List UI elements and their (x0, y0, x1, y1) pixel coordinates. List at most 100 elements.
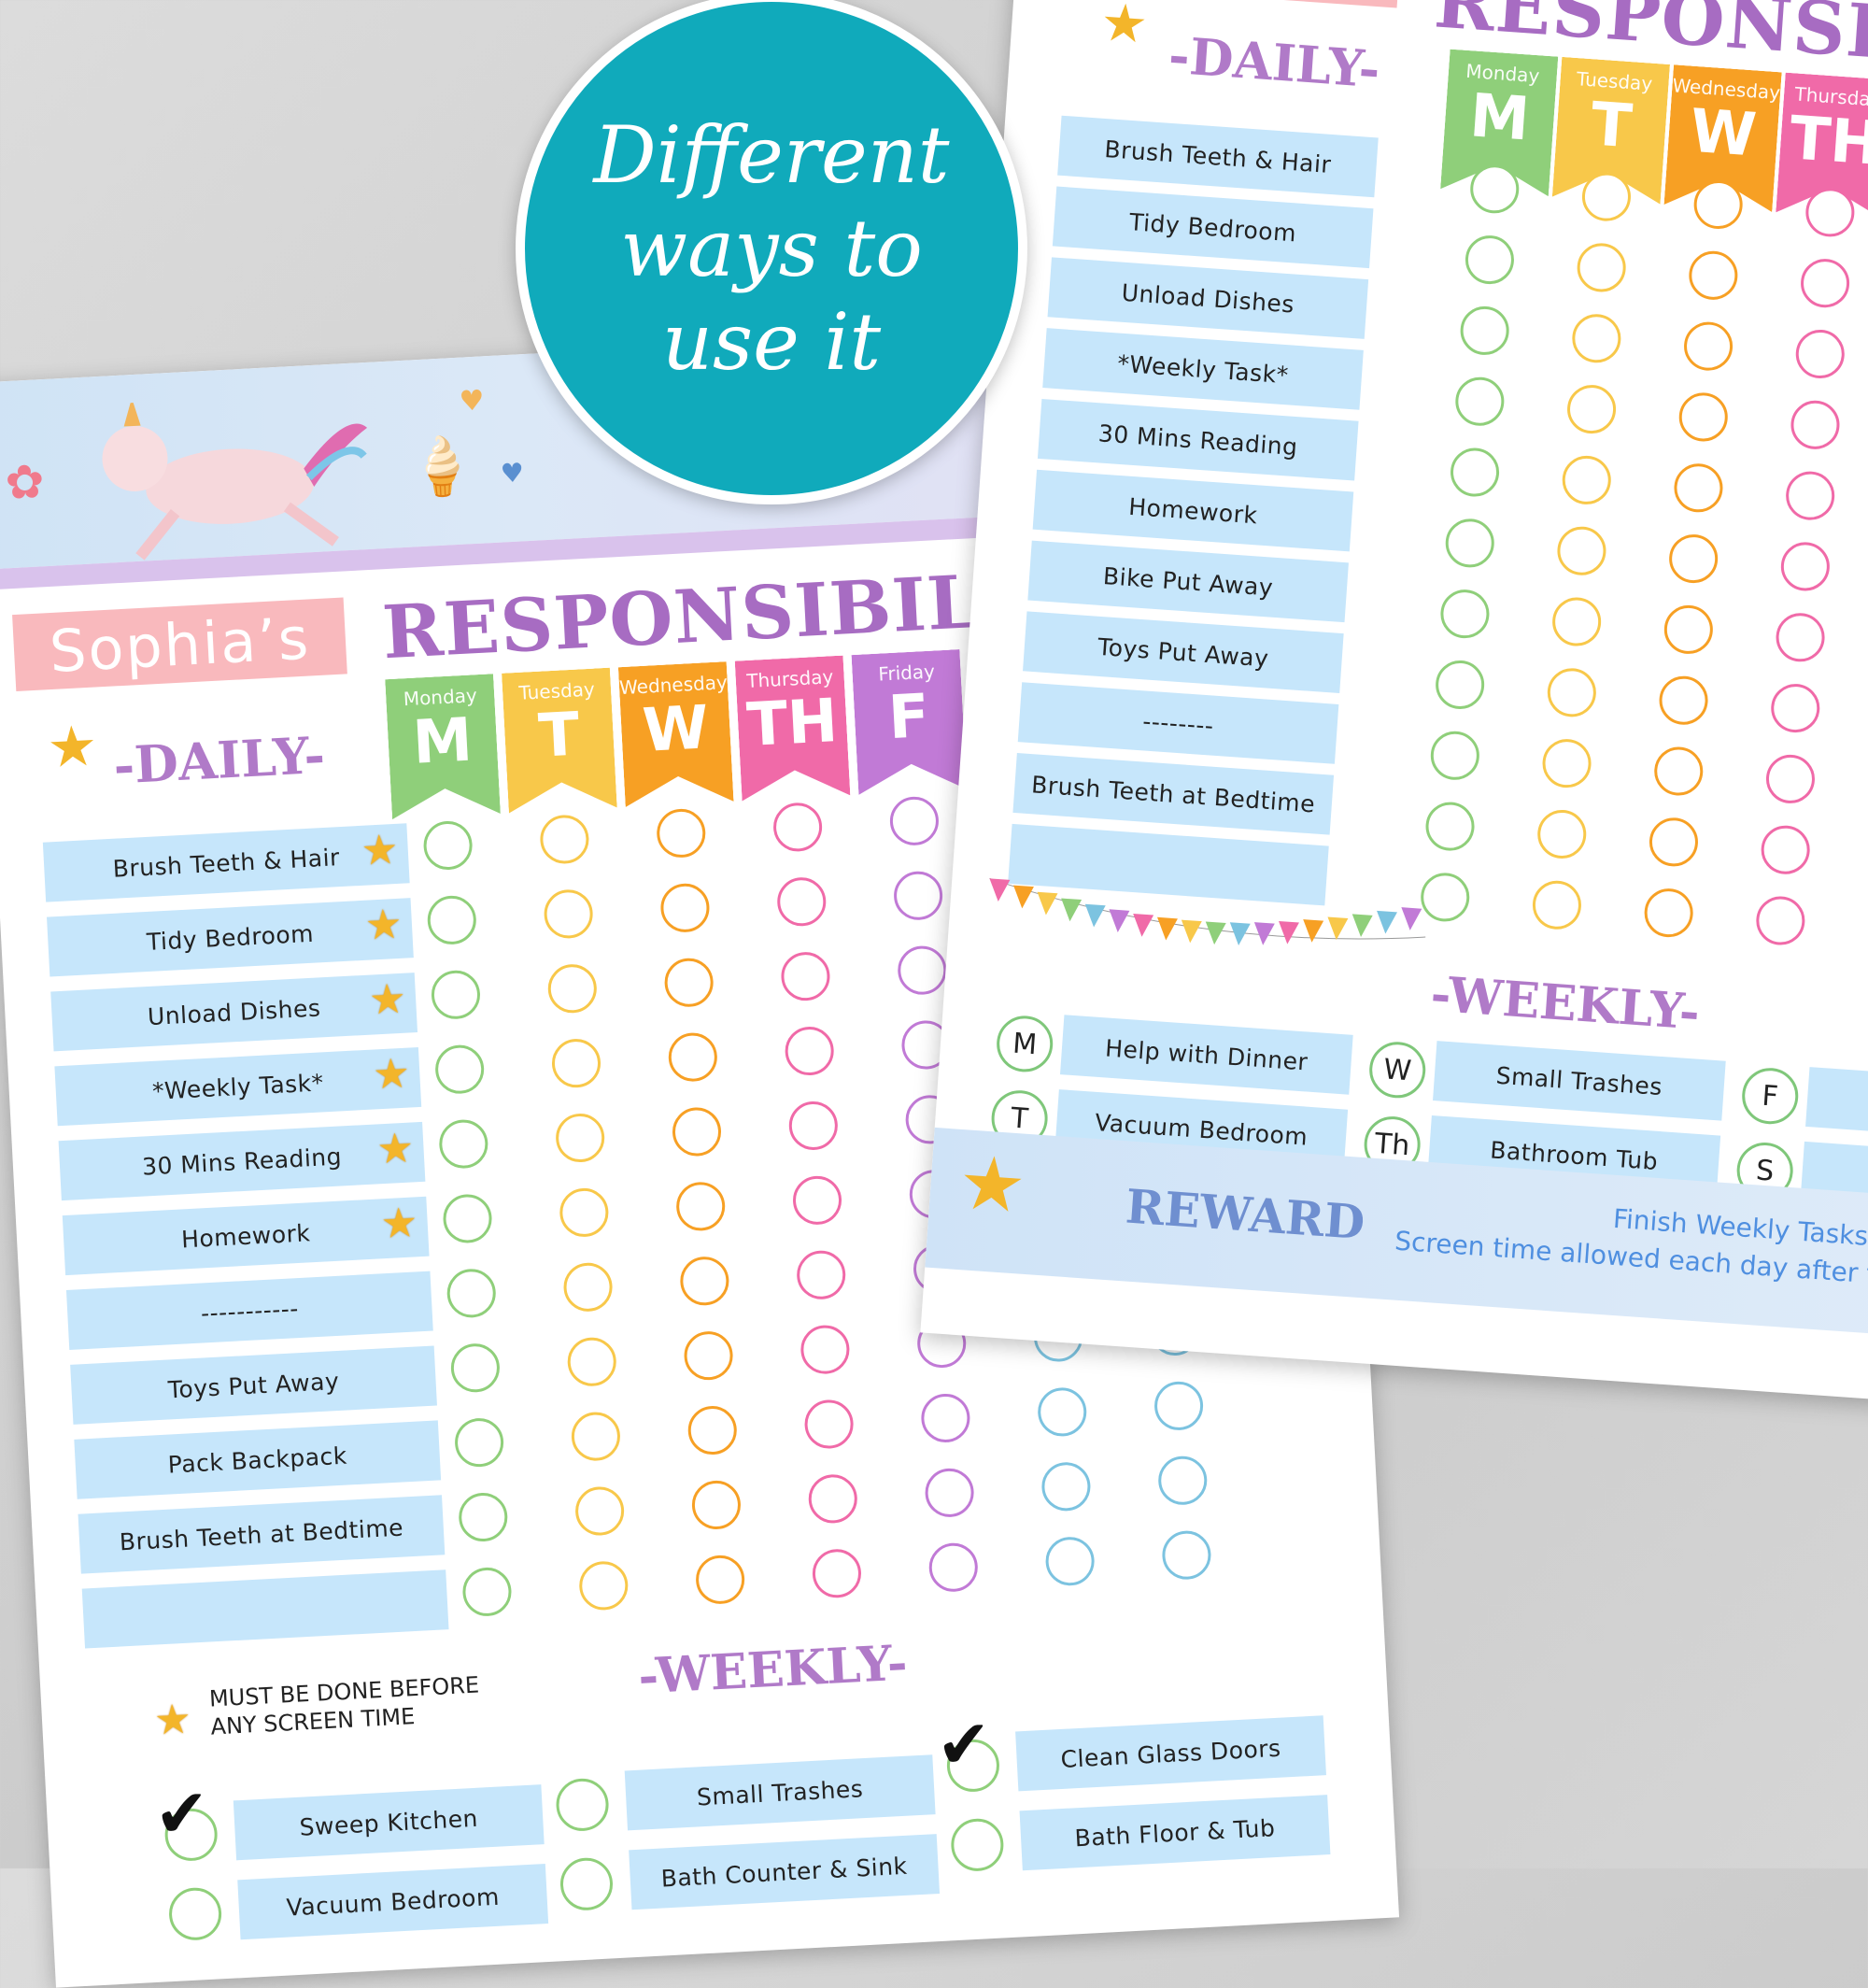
checkbox-circle[interactable] (1438, 588, 1492, 640)
checkbox-circle[interactable] (1453, 375, 1507, 428)
checkbox-circle[interactable] (787, 1100, 840, 1152)
checkbox-circle[interactable] (1153, 1380, 1205, 1432)
checkbox-circle[interactable] (1672, 462, 1725, 515)
checkbox-circle[interactable] (457, 1491, 509, 1543)
checkbox-circle[interactable] (1570, 312, 1623, 365)
checkbox-circle[interactable] (430, 969, 482, 1021)
checkbox-circle[interactable] (1687, 249, 1740, 302)
checkbox-circle[interactable] (1677, 390, 1730, 444)
checkbox-circle[interactable] (674, 1181, 727, 1232)
weekly-checkbox[interactable] (167, 1886, 223, 1942)
checkbox-circle[interactable] (566, 1336, 618, 1388)
checkbox-circle[interactable] (807, 1473, 859, 1525)
checkbox-circle[interactable] (1575, 241, 1628, 294)
checkbox-circle[interactable] (426, 894, 478, 946)
checkbox-circle[interactable] (663, 957, 715, 1009)
checkbox-circle[interactable] (771, 802, 824, 853)
checkbox-circle[interactable] (546, 962, 599, 1015)
checkbox-circle[interactable] (1161, 1529, 1212, 1581)
checkbox-circle[interactable] (803, 1399, 855, 1450)
checkbox-circle[interactable] (671, 1106, 723, 1157)
checkbox-circle[interactable] (1040, 1460, 1092, 1512)
checkbox-circle[interactable] (1667, 532, 1719, 585)
checkbox-circle[interactable] (683, 1329, 734, 1382)
checkbox-circle[interactable] (577, 1560, 630, 1612)
checkbox-circle[interactable] (573, 1485, 626, 1537)
checkbox-circle[interactable] (1550, 595, 1603, 648)
checkbox-circle[interactable] (920, 1392, 971, 1444)
checkbox-circle[interactable] (550, 1037, 602, 1089)
day-flag-monday: Monday M (385, 674, 501, 819)
checkbox-circle[interactable] (1156, 1455, 1209, 1507)
checkbox-circle[interactable] (1423, 800, 1477, 853)
checkbox-circle[interactable] (562, 1261, 614, 1314)
checkbox-circle[interactable] (690, 1479, 743, 1531)
checkbox-circle[interactable] (1652, 745, 1705, 798)
checkbox-circle[interactable] (800, 1324, 851, 1375)
checkbox-circle[interactable] (927, 1541, 980, 1594)
weekly-checkbox[interactable] (559, 1856, 615, 1912)
checkbox-circle[interactable] (1036, 1386, 1088, 1438)
checkbox-circle[interactable] (449, 1342, 502, 1394)
checkbox-circle[interactable] (1784, 469, 1836, 522)
checkbox-circle[interactable] (433, 1044, 486, 1096)
checkbox-circle[interactable] (896, 944, 948, 996)
checkbox-circle[interactable] (442, 1193, 493, 1244)
checkbox-circle[interactable] (1546, 666, 1598, 719)
checkbox-circle[interactable] (892, 870, 944, 922)
checkbox-circle[interactable] (570, 1411, 622, 1462)
checkbox-circle[interactable] (780, 950, 831, 1002)
checkbox-circle[interactable] (422, 819, 474, 872)
checkbox-circle[interactable] (924, 1467, 975, 1519)
checkbox-circle[interactable] (1464, 234, 1516, 286)
checkbox-circle[interactable] (1759, 823, 1812, 876)
checkbox-circle[interactable] (1682, 320, 1734, 373)
checkbox-circle[interactable] (438, 1118, 489, 1170)
checkbox-circle[interactable] (1429, 730, 1481, 782)
checkbox-circle[interactable] (1789, 399, 1842, 451)
checkbox-circle[interactable] (1458, 305, 1511, 357)
checkbox-circle[interactable] (694, 1554, 746, 1606)
checkbox-circle[interactable] (1764, 753, 1817, 805)
checkbox-circle[interactable] (1648, 816, 1700, 869)
checkbox-circle[interactable] (446, 1268, 498, 1319)
weekly-checkbox[interactable] (555, 1777, 610, 1833)
checkbox-circle[interactable] (1565, 383, 1618, 435)
checkbox-circle[interactable] (1555, 524, 1608, 577)
checkbox-circle[interactable] (655, 807, 707, 859)
checkbox-circle[interactable] (543, 888, 594, 940)
checkbox-circle[interactable] (554, 1112, 606, 1164)
checkbox-circle[interactable] (791, 1174, 843, 1227)
checkbox-circle[interactable] (1779, 540, 1832, 593)
unicorn-illustration (102, 398, 368, 561)
checkbox-circle[interactable] (1449, 446, 1501, 499)
reward-banner: ★ REWARD Finish Weekly Tasks - $5 Screen… (925, 1127, 1868, 1346)
checkbox-circle[interactable] (686, 1404, 739, 1456)
checkbox-circle[interactable] (1774, 611, 1827, 664)
checkbox-circle[interactable] (1443, 517, 1496, 570)
checkbox-circle[interactable] (1799, 257, 1851, 309)
checkbox-circle[interactable] (1434, 659, 1486, 711)
checkbox-circle[interactable] (1769, 682, 1822, 734)
checkbox-circle[interactable] (1663, 604, 1715, 656)
checkbox-circle[interactable] (559, 1186, 610, 1239)
checkbox-circle[interactable] (775, 875, 828, 928)
checkbox-circle[interactable] (1794, 328, 1847, 380)
checkbox-circle[interactable] (888, 795, 941, 847)
checkbox-circle[interactable] (795, 1249, 847, 1301)
checkbox-circle[interactable] (1535, 808, 1588, 860)
checkbox-circle[interactable] (784, 1025, 835, 1077)
bunting-flag (1109, 909, 1130, 932)
checkbox-circle[interactable] (667, 1031, 719, 1083)
checkbox-circle[interactable] (1540, 737, 1593, 789)
checkbox-circle[interactable] (659, 882, 711, 934)
checkbox-circle[interactable] (811, 1547, 863, 1599)
weekly-checkbox[interactable] (949, 1817, 1005, 1873)
checkbox-circle[interactable] (453, 1416, 505, 1469)
checkbox-circle[interactable] (679, 1255, 730, 1307)
checkbox-circle[interactable] (1657, 674, 1710, 727)
checkbox-circle[interactable] (1044, 1535, 1096, 1587)
checkbox-circle[interactable] (461, 1566, 513, 1618)
checkbox-circle[interactable] (1561, 454, 1613, 506)
checkbox-circle[interactable] (539, 814, 590, 865)
